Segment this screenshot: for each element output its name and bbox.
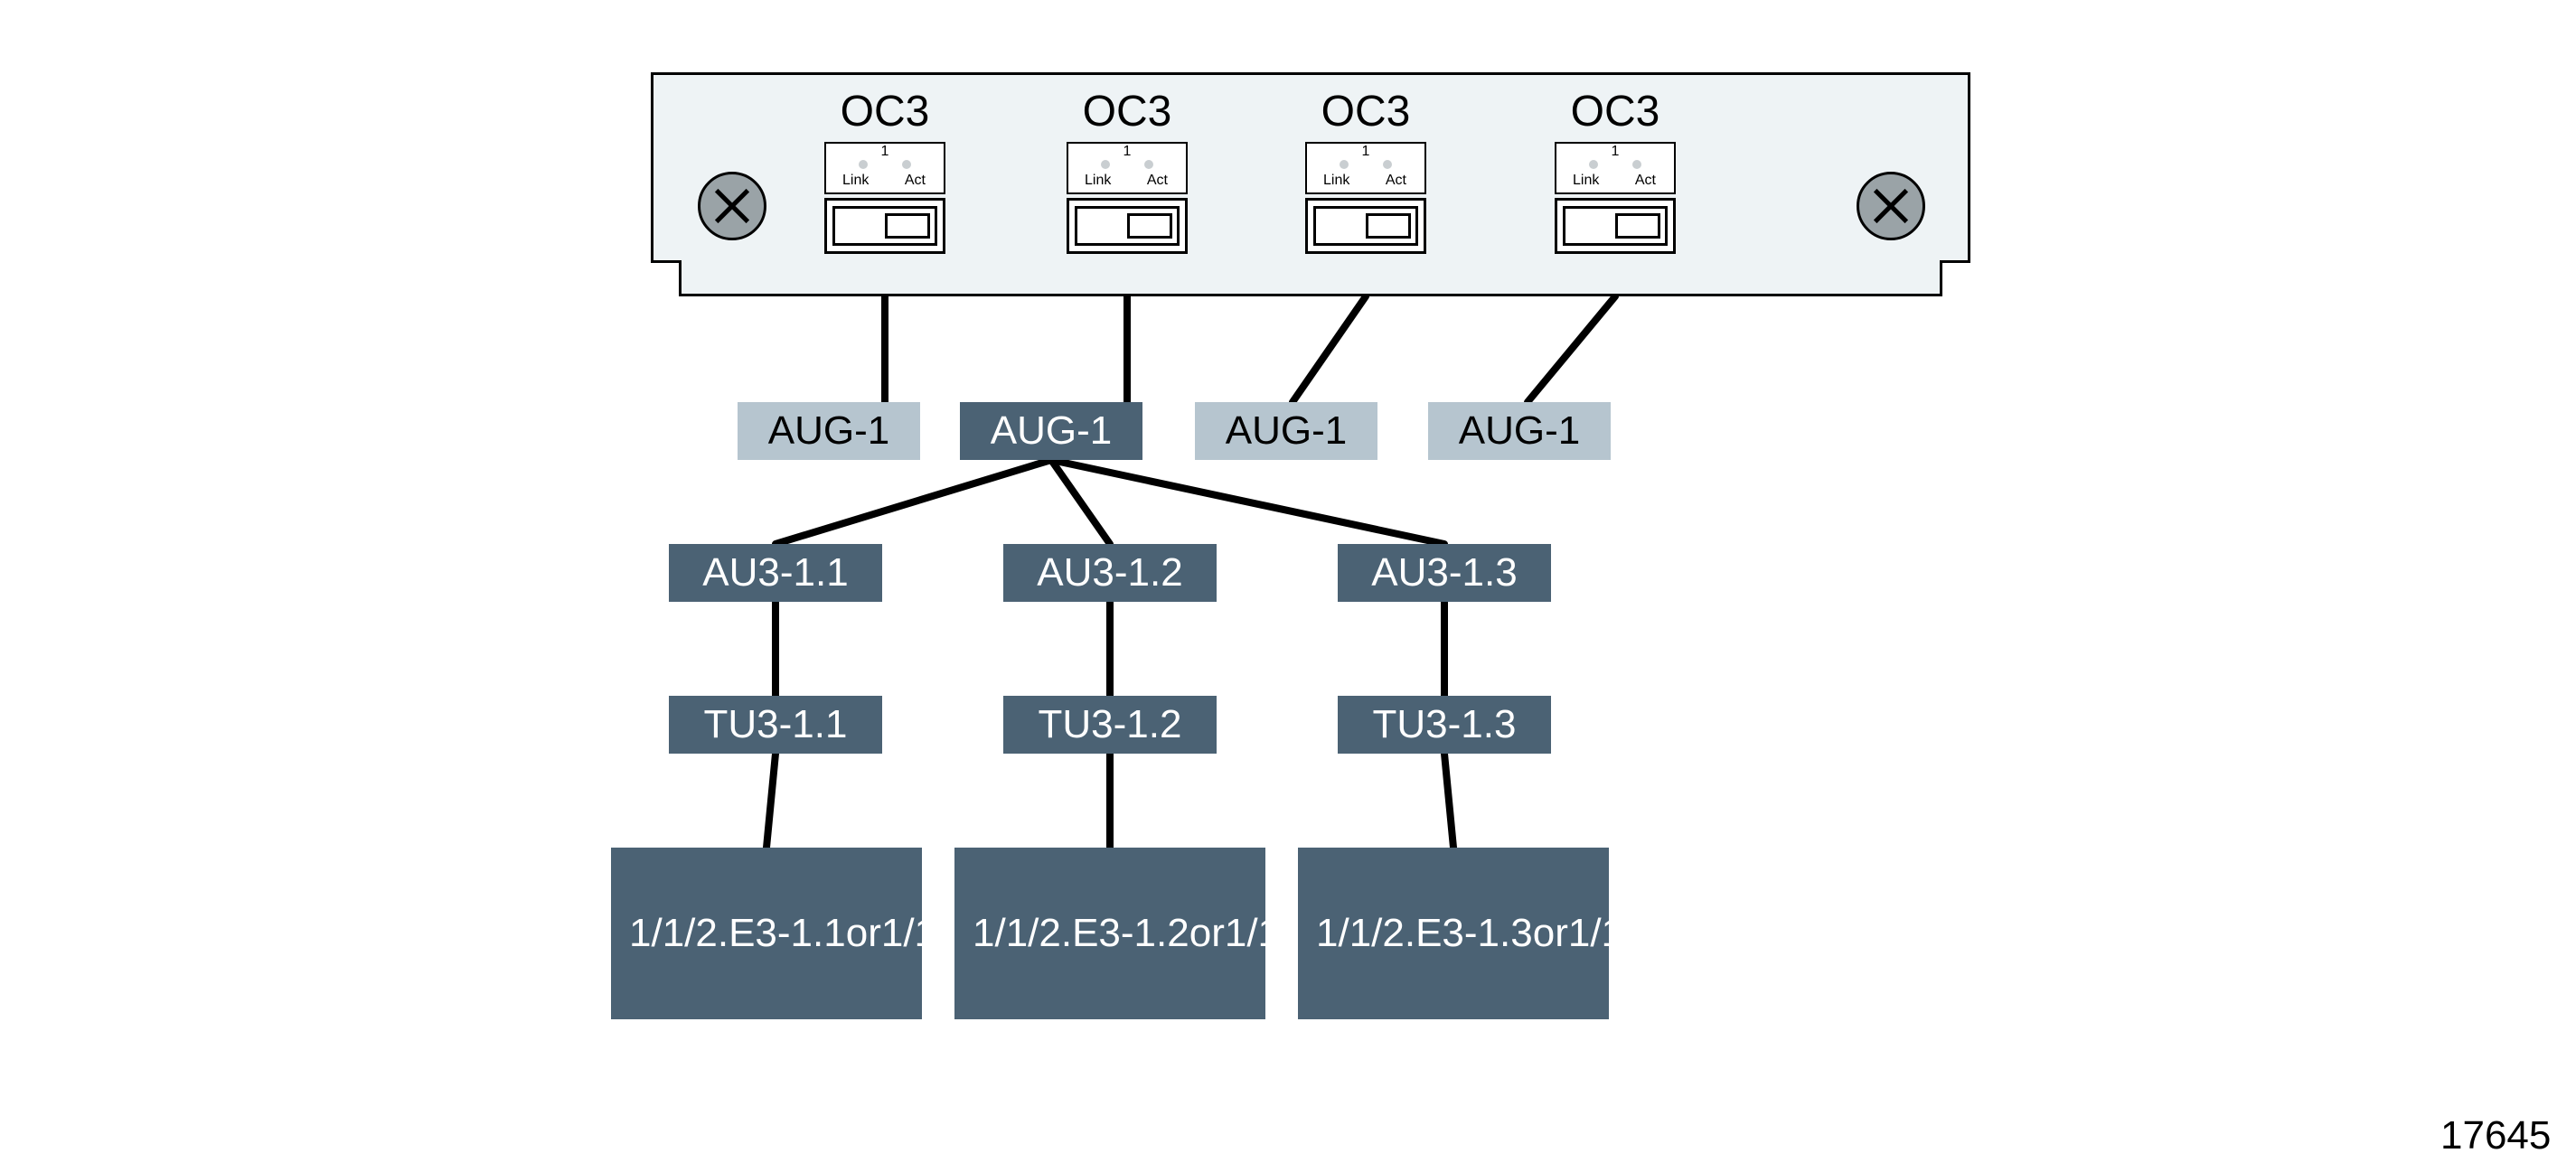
leaf-line1: 1/1/2.E3-1.3 (1316, 907, 1533, 959)
sdh-hierarchy-diagram: 17645 OC31LinkActOC31LinkActOC31LinkActO… (0, 0, 2576, 1172)
led-panel: 1 Link Act (1067, 142, 1188, 194)
port-number: 1 (1556, 144, 1674, 160)
edge-line (1051, 460, 1110, 544)
link-label: Link (842, 173, 869, 189)
leaf-node: 1/1/2.E3-1.2or1/1/2.DS3-1.2 (954, 848, 1265, 1019)
edge-line (776, 460, 1051, 544)
screw-icon (1857, 172, 1925, 240)
act-label: Act (1147, 173, 1168, 189)
link-led-icon (1589, 160, 1598, 169)
port-number: 1 (1068, 144, 1186, 160)
link-led-icon (1340, 160, 1349, 169)
act-label: Act (1386, 173, 1406, 189)
faceplate-notch-left (651, 260, 682, 296)
act-led-icon (1632, 160, 1641, 169)
leaf-line1: 1/1/2.E3-1.2 (973, 907, 1189, 959)
au3-node: AU3-1.1 (669, 544, 882, 602)
edge-line (1051, 460, 1444, 544)
link-label: Link (1573, 173, 1599, 189)
leaf-node: 1/1/2.E3-1.3or1/1/2.DS3-1.3 (1298, 848, 1609, 1019)
oc3-port: OC3 1 Link Act (1305, 87, 1426, 254)
aug-node: AUG-1 (738, 402, 920, 460)
link-label: Link (1323, 173, 1349, 189)
edge-line (766, 754, 776, 848)
led-panel: 1 Link Act (1555, 142, 1676, 194)
link-led-icon (859, 160, 868, 169)
figure-number: 17645 (2440, 1113, 2551, 1158)
aug-node: AUG-1 (960, 402, 1142, 460)
screw-icon (698, 172, 766, 240)
led-panel: 1 Link Act (1305, 142, 1426, 194)
port-label: OC3 (1067, 87, 1188, 136)
leaf-line2: or (1189, 907, 1225, 959)
oc3-port: OC3 1 Link Act (1555, 87, 1676, 254)
leaf-node: 1/1/2.E3-1.1or1/1/2.DS3-1.1 (611, 848, 922, 1019)
aug-node: AUG-1 (1428, 402, 1611, 460)
oc3-port: OC3 1 Link Act (824, 87, 945, 254)
link-led-icon (1101, 160, 1110, 169)
port-label: OC3 (1555, 87, 1676, 136)
link-label: Link (1085, 173, 1111, 189)
edge-line (1293, 296, 1366, 402)
leaf-line1: 1/1/2.E3-1.1 (629, 907, 846, 959)
port-label: OC3 (1305, 87, 1426, 136)
led-panel: 1 Link Act (824, 142, 945, 194)
sfp-port-icon (824, 198, 945, 254)
leaf-line2: or (846, 907, 881, 959)
tu3-node: TU3-1.3 (1338, 696, 1551, 754)
tu3-node: TU3-1.2 (1003, 696, 1217, 754)
edge-line (1528, 296, 1615, 402)
act-label: Act (1635, 173, 1656, 189)
faceplate-notch-right (1940, 260, 1970, 296)
act-led-icon (1144, 160, 1153, 169)
au3-node: AU3-1.2 (1003, 544, 1217, 602)
edge-line (1444, 754, 1453, 848)
port-label: OC3 (824, 87, 945, 136)
leaf-line3: 1/1/2.DS3-1.3 (1568, 907, 1814, 959)
act-led-icon (1383, 160, 1392, 169)
sfp-port-icon (1305, 198, 1426, 254)
act-label: Act (905, 173, 926, 189)
aug-node: AUG-1 (1195, 402, 1377, 460)
tu3-node: TU3-1.1 (669, 696, 882, 754)
sfp-port-icon (1067, 198, 1188, 254)
act-led-icon (902, 160, 911, 169)
port-number: 1 (1307, 144, 1424, 160)
au3-node: AU3-1.3 (1338, 544, 1551, 602)
leaf-line2: or (1533, 907, 1568, 959)
port-number: 1 (826, 144, 944, 160)
oc3-port: OC3 1 Link Act (1067, 87, 1188, 254)
sfp-port-icon (1555, 198, 1676, 254)
